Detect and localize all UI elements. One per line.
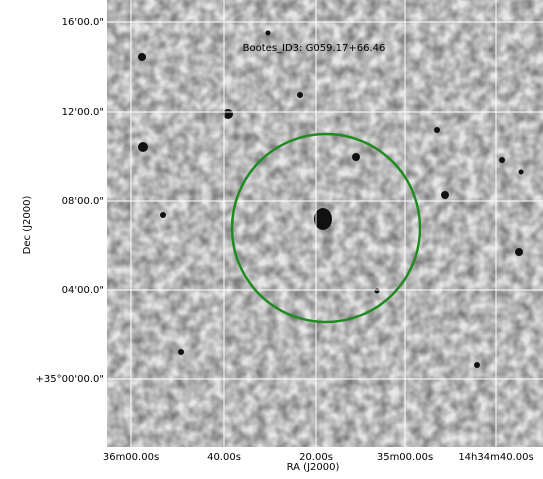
y-axis-label: Dec (J2000): [22, 196, 33, 255]
x-tick-label: 20.00s: [299, 452, 333, 463]
x-tick-label: 14h34m40.00s: [458, 452, 533, 463]
x-tick-label: 36m00.00s: [103, 452, 159, 463]
y-tick-label: 12'00.0": [62, 107, 104, 118]
y-tick-label: 16'00.0": [62, 17, 104, 28]
x-tick-label: 35m00.00s: [377, 452, 433, 463]
x-tick-label: 40.00s: [207, 452, 241, 463]
figure: Bootes_ID3: G059.17+66.46 RA (J2000) Dec…: [0, 0, 543, 475]
y-tick-label: +35°00'00.0": [36, 374, 104, 385]
page: Bootes_ID3: G059.17+66.46 RA (J2000) Dec…: [0, 0, 543, 475]
y-tick-label: 04'00.0": [62, 285, 104, 296]
image-title: Bootes_ID3: G059.17+66.46: [243, 43, 386, 54]
y-tick-label: 08'00.0": [62, 196, 104, 207]
x-axis-label: RA (J2000): [287, 462, 340, 473]
sky-image: [107, 0, 543, 447]
